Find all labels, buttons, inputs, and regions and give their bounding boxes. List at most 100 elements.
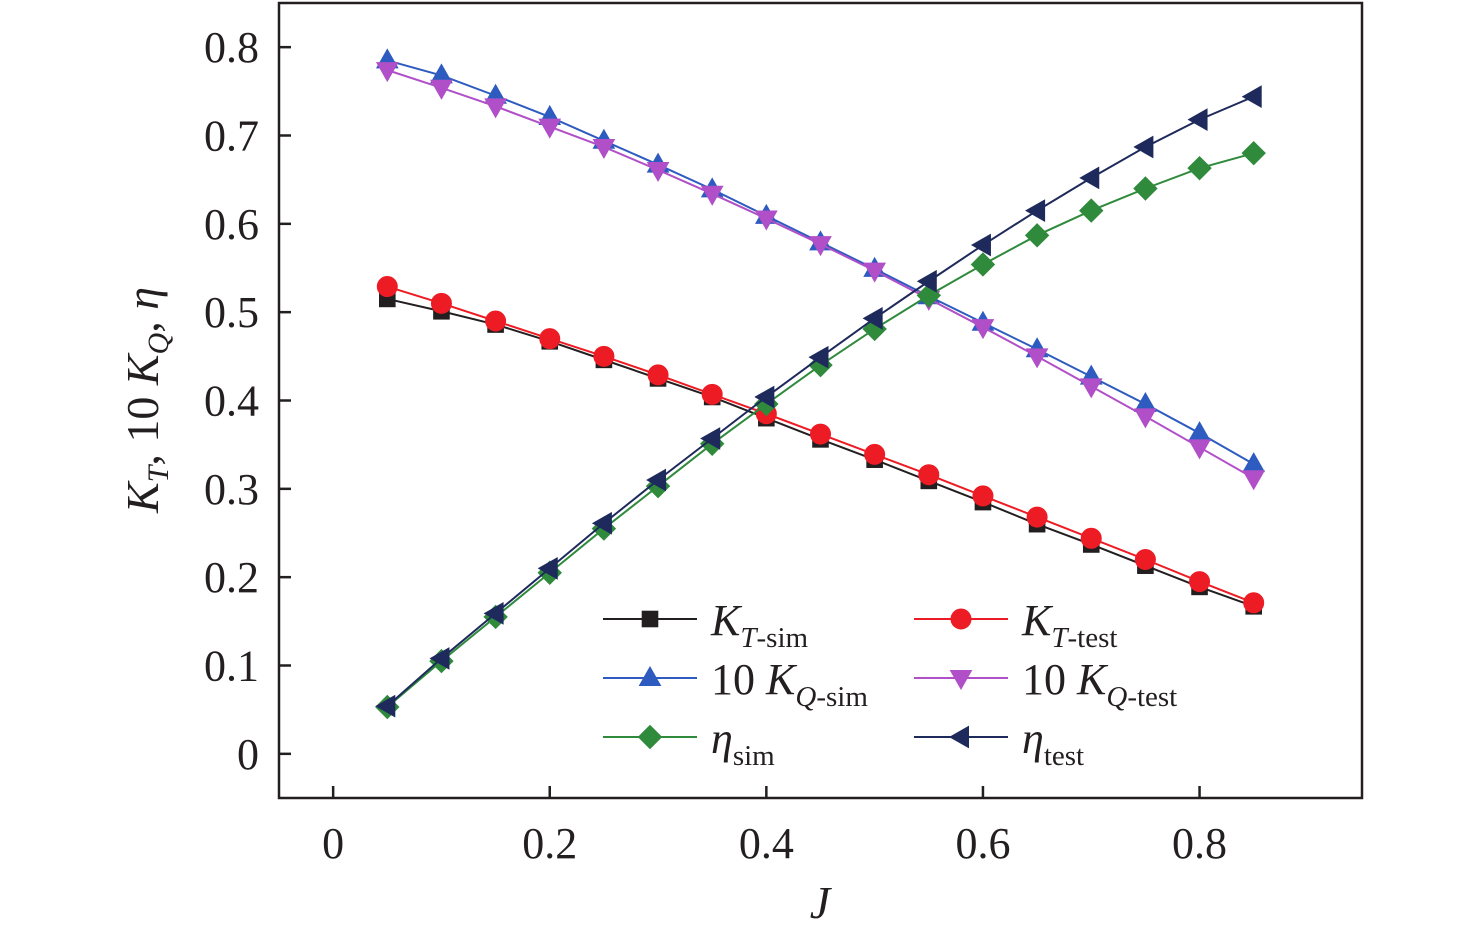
data-point-circle <box>1134 549 1156 570</box>
data-point-triangle-down <box>1025 348 1049 369</box>
legend-label: KT-test <box>1021 596 1117 654</box>
data-point-triangle-down <box>484 98 507 119</box>
legend-item: 10 KQ-test <box>914 655 1177 713</box>
legend-label: ηsim <box>711 714 775 772</box>
data-point-triangle-down <box>1242 470 1266 491</box>
data-point-circle <box>376 276 398 298</box>
data-point-circle <box>1026 506 1048 528</box>
legend-label-main: η <box>1022 714 1044 763</box>
legend-label-main: K <box>710 596 743 645</box>
data-point-triangle-down <box>538 118 562 139</box>
data-point-triangle-left <box>537 556 558 580</box>
legend-label-sub-italic: Q <box>1106 681 1127 713</box>
legend-label: KT-sim <box>710 596 809 654</box>
data-point-triangle-left <box>591 511 612 535</box>
data-point-triangle-left <box>1133 135 1154 159</box>
data-point-triangle-down <box>646 161 670 182</box>
data-point-triangle-down <box>809 236 832 257</box>
data-point-diamond <box>637 724 663 750</box>
x-axis: 0 0.2 0.4 0.6 0.8 <box>322 786 1227 868</box>
series-line <box>386 95 1255 707</box>
legend-label: ηtest <box>1022 714 1084 772</box>
data-point-triangle-down <box>592 138 616 159</box>
legend-label-prefix: 10 <box>711 655 766 704</box>
legend-label: 10 KQ-test <box>1022 655 1177 713</box>
data-point-triangle-left <box>754 385 775 409</box>
data-point-triangle-left <box>862 306 883 330</box>
legend-label-sub: -test <box>1127 681 1177 713</box>
data-point-circle <box>810 423 831 445</box>
legend-item: ηsim <box>603 714 775 772</box>
series-line <box>386 69 1255 480</box>
data-point-diamond <box>1024 223 1050 248</box>
data-point-triangle-down <box>949 670 973 691</box>
y-tick-label: 0.8 <box>204 23 259 72</box>
data-point-circle <box>1243 592 1265 614</box>
y-tick-label: 0.3 <box>204 465 259 514</box>
y-tick-label: 0.1 <box>204 642 259 691</box>
data-point-circle <box>701 383 723 405</box>
series-line <box>387 297 1255 608</box>
legend-label: 10 KQ-sim <box>711 655 868 713</box>
data-point-circle <box>593 345 615 367</box>
data-point-triangle-down <box>1188 439 1211 460</box>
data-point-triangle-left <box>375 694 396 718</box>
data-point-triangle-left <box>1025 199 1046 222</box>
data-point-triangle-left <box>970 233 991 257</box>
x-tick-label: 0.4 <box>739 819 794 868</box>
data-point-triangle-down <box>375 62 399 83</box>
data-point-diamond <box>1241 140 1266 166</box>
data-point-diamond <box>970 252 996 277</box>
x-axis-title: J <box>810 877 833 928</box>
series-0 <box>379 290 1263 615</box>
x-tick-label: 0 <box>322 819 344 868</box>
y-axis-title-sep: , <box>117 310 168 333</box>
y-axis-title-eta: η <box>117 287 168 310</box>
data-point-triangle-down <box>863 262 887 283</box>
data-point-circle <box>1189 571 1211 593</box>
data-point-triangle-left <box>429 647 450 670</box>
svg-text:KT, 10 KQ, η: KT, 10 KQ, η <box>117 287 175 514</box>
data-point-circle <box>864 443 886 465</box>
x-tick-label: 0.2 <box>522 819 577 868</box>
data-point-triangle-left <box>483 602 504 625</box>
data-point-triangle-down <box>700 185 724 206</box>
data-point-triangle-down <box>1134 408 1157 429</box>
legend-label-main: K <box>1076 655 1109 704</box>
legend-label-sub: test <box>1044 740 1084 772</box>
legend-label-sub-italic: Q <box>795 681 816 713</box>
data-point-triangle-up <box>638 665 662 686</box>
data-point-triangle-down <box>1079 378 1103 399</box>
y-tick-label: 0.7 <box>204 112 259 161</box>
data-point-triangle-left <box>808 345 829 369</box>
y-axis-title-k2: K <box>117 352 168 386</box>
legend-label-sub: -sim <box>757 622 809 654</box>
data-point-circle <box>430 292 452 314</box>
y-axis: 0 0.1 0.2 0.3 0.4 0.5 0.6 0.7 0.8 <box>204 23 291 779</box>
legend-label-sub: -sim <box>816 681 868 713</box>
data-point-triangle-up <box>1188 421 1211 442</box>
data-point-diamond <box>1079 198 1104 223</box>
data-point-circle <box>918 464 940 486</box>
data-point-diamond <box>1133 176 1158 201</box>
legend-label-main: K <box>1021 596 1054 645</box>
legend-label-sub: sim <box>733 740 775 772</box>
y-tick-label: 0.6 <box>204 200 259 249</box>
x-tick-label: 0.6 <box>955 819 1010 868</box>
data-point-diamond <box>1187 155 1212 181</box>
data-point-triangle-left <box>700 427 721 450</box>
data-point-triangle-left <box>1187 108 1208 131</box>
y-axis-title-sub1: T <box>142 463 175 482</box>
data-point-triangle-up <box>1242 452 1266 473</box>
data-point-circle <box>647 364 669 386</box>
data-point-circle <box>539 328 561 350</box>
data-point-triangle-left <box>1241 85 1262 108</box>
y-tick-label: 0 <box>237 730 259 779</box>
data-point-square <box>641 610 659 628</box>
y-axis-title: KT, 10 KQ, η <box>117 287 175 514</box>
legend-item: ηtest <box>914 714 1084 772</box>
legend-label-sub: -test <box>1068 622 1118 654</box>
legend-label-main: K <box>765 655 798 704</box>
